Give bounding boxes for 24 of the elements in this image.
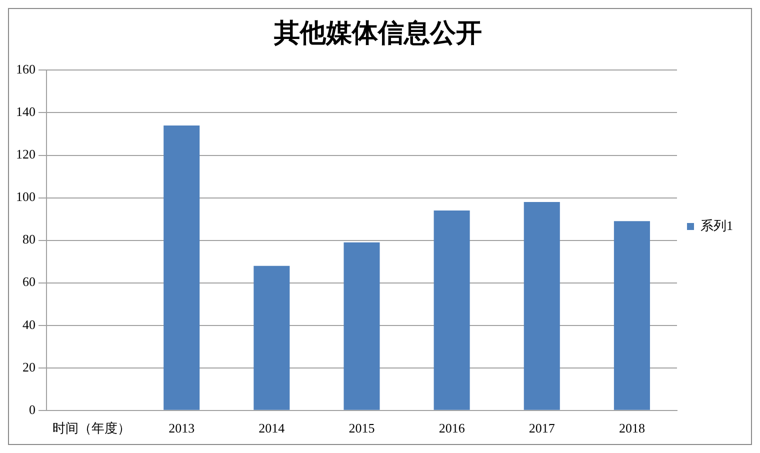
- y-tick-label: 160: [16, 62, 36, 77]
- x-tick-label: 2016: [438, 420, 466, 436]
- x-tick-label: 2018: [618, 420, 645, 436]
- x-tick-label: 2017: [528, 420, 556, 436]
- bar: [344, 242, 380, 410]
- x-tick-label: 2014: [258, 420, 286, 436]
- y-tick-label: 0: [29, 402, 36, 417]
- y-tick-label: 80: [22, 232, 36, 247]
- bar: [254, 266, 290, 410]
- chart-title: 其他媒体信息公开: [273, 18, 482, 48]
- bar: [524, 202, 560, 410]
- legend-label: 系列1: [700, 218, 733, 233]
- x-tick-label: 2013: [168, 420, 195, 436]
- bar: [434, 210, 470, 410]
- y-tick-label: 120: [16, 146, 36, 162]
- x-tick-label: 2015: [348, 420, 375, 436]
- bar: [614, 221, 650, 410]
- y-tick-label: 140: [16, 104, 36, 120]
- bar: [164, 125, 200, 410]
- y-tick-label: 100: [16, 189, 36, 204]
- y-tick-label: 40: [22, 316, 36, 332]
- y-tick-label: 20: [22, 359, 36, 374]
- y-tick-label: 60: [22, 274, 36, 290]
- x-tick-label: 时间（年度）: [52, 420, 131, 436]
